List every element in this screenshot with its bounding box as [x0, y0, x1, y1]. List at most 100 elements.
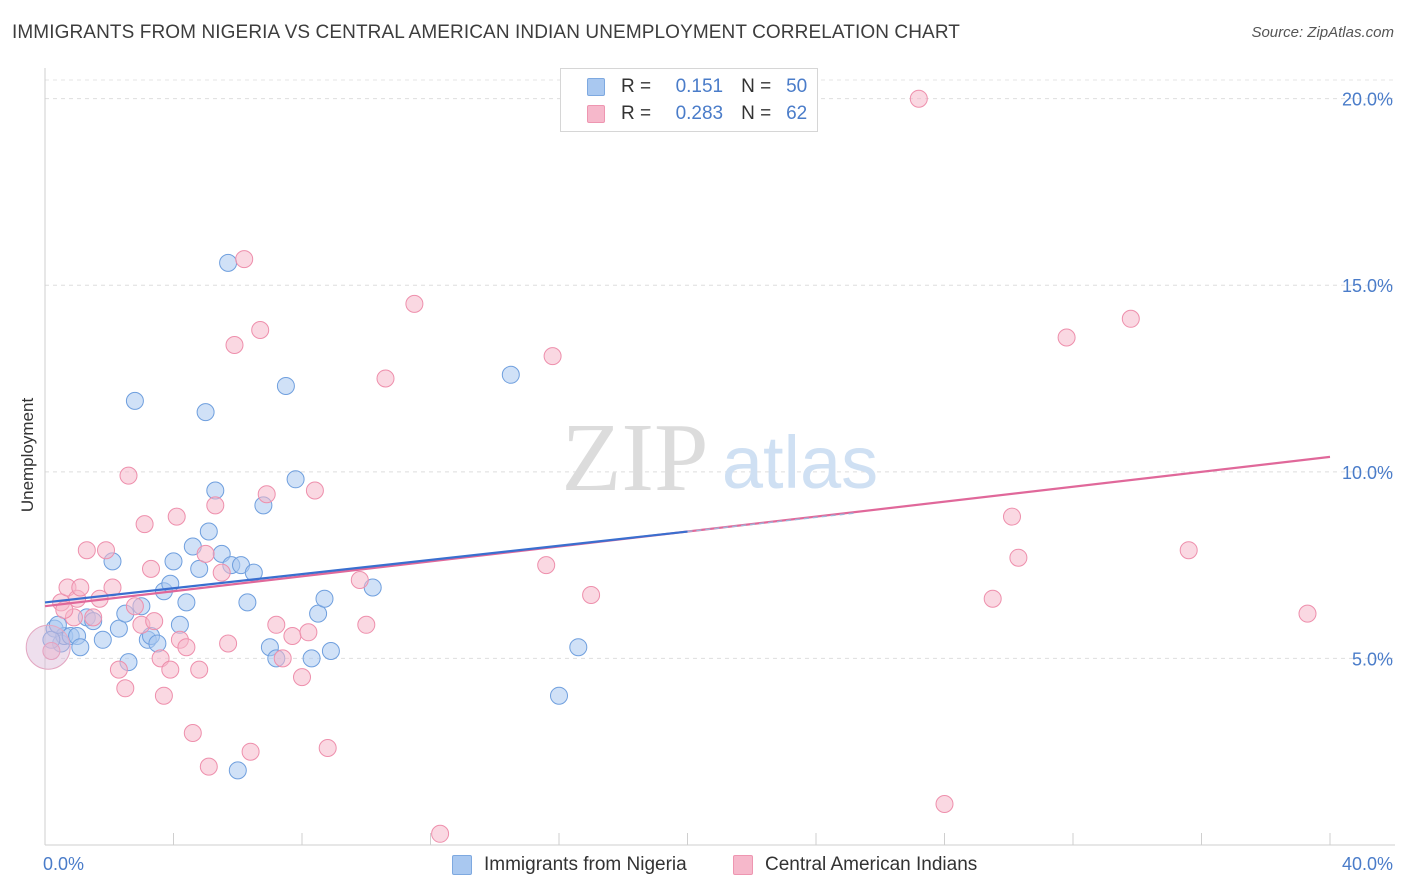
- central-american-point: [537, 556, 556, 575]
- bottom-legend-nigeria: Immigrants from Nigeria: [452, 852, 687, 878]
- nigeria-point: [309, 604, 328, 623]
- central-american-point: [145, 612, 164, 631]
- legend-r-value: 0.283: [675, 103, 724, 124]
- central-american-point: [219, 634, 238, 653]
- nigeria-point: [170, 615, 189, 634]
- central-american-point: [125, 597, 144, 616]
- central-american-point: [142, 559, 160, 578]
- nigeria-trend-extension: [687, 512, 855, 533]
- watermark-atlas: atlas: [722, 421, 878, 504]
- central-american-point: [183, 724, 202, 742]
- nigeria-point: [550, 686, 568, 705]
- source-credit: Source: ZipAtlas.com: [1251, 24, 1394, 41]
- central-american-point: [206, 496, 225, 515]
- nigeria-point: [71, 638, 90, 657]
- legend-swatch-central-american: [587, 105, 605, 123]
- central-american-point: [109, 660, 128, 679]
- nigeria-point: [148, 634, 167, 653]
- trend-lines: [44, 455, 1331, 608]
- y-tick-label: 10.0%: [1342, 463, 1393, 483]
- chart-title: IMMIGRANTS FROM NIGERIA VS CENTRAL AMERI…: [12, 22, 961, 43]
- central-american-point: [161, 660, 180, 679]
- central-american-point: [241, 742, 260, 761]
- bottom-legend-swatch-nigeria: [452, 855, 472, 875]
- central-american-point: [431, 824, 450, 843]
- nigeria-point: [177, 593, 196, 612]
- central-american-point: [318, 739, 337, 757]
- central-american-point: [350, 571, 369, 589]
- central-american-point: [357, 615, 376, 634]
- nigeria-point: [276, 377, 295, 395]
- central-american-point: [405, 294, 424, 313]
- nigeria-point: [315, 589, 334, 608]
- nigeria-point: [109, 619, 128, 638]
- bottom-legend-swatch-central-american: [733, 855, 753, 875]
- central-american-point: [235, 250, 254, 269]
- nigeria-point: [228, 761, 247, 780]
- nigeria-point: [164, 552, 183, 571]
- central-american-point: [257, 485, 276, 504]
- central-american-point: [1179, 541, 1198, 560]
- nigeria-point: [321, 642, 340, 660]
- nigeria-point: [238, 593, 257, 612]
- central-american-point: [582, 586, 601, 604]
- bottom-legend-label-central-american: Central American Indians: [765, 854, 978, 875]
- cluster-point: [25, 624, 71, 670]
- central-american-point: [177, 638, 196, 657]
- x-tick-label: 40.0%: [1342, 854, 1393, 874]
- central-american-point: [1121, 309, 1140, 328]
- central-american-point: [225, 336, 244, 354]
- nigeria-point: [196, 403, 215, 422]
- central-american-point: [299, 623, 318, 642]
- central-american-point: [283, 627, 302, 645]
- nigeria-point: [501, 365, 520, 384]
- central-american-point: [273, 649, 292, 668]
- central-american-point: [190, 660, 209, 679]
- legend-n-value: 50: [786, 76, 808, 97]
- central-american-point: [119, 466, 138, 485]
- legend-swatch-nigeria: [587, 78, 605, 96]
- central-american-point: [1057, 328, 1076, 347]
- legend-r-label: R =: [621, 103, 652, 124]
- nigeria-point: [286, 470, 305, 489]
- watermark-zip: ZIP: [562, 404, 709, 512]
- central-american-point: [983, 589, 1002, 608]
- tick-labels: 5.0% 10.0% 15.0% 20.0% 0.0% 40.0%: [43, 90, 1393, 874]
- central-american-point: [212, 563, 231, 582]
- central-american-point: [84, 608, 103, 627]
- y-tick-label: 5.0%: [1352, 649, 1393, 669]
- series-points: [25, 89, 1317, 843]
- central-american-point: [116, 679, 135, 698]
- nigeria-point: [93, 630, 112, 649]
- legend-row-central-american: R = 0.283 N = 62: [587, 102, 807, 126]
- central-american-point: [1009, 548, 1028, 567]
- central-american-point: [167, 507, 186, 526]
- central-american-point: [543, 347, 562, 366]
- central-american-point: [71, 578, 90, 597]
- bottom-legend-label-nigeria: Immigrants from Nigeria: [484, 854, 687, 875]
- bottom-legend-central-american: Central American Indians: [733, 852, 977, 878]
- central-american-point: [935, 795, 954, 813]
- y-tick-label: 20.0%: [1342, 90, 1393, 110]
- central-american-point: [196, 544, 215, 563]
- central-american-point: [267, 615, 286, 634]
- central-american-point: [251, 321, 270, 339]
- central-american-point: [305, 481, 324, 500]
- axes: [44, 68, 1395, 846]
- correlation-legend: R = 0.151 N = 50 R = 0.283 N = 62: [560, 68, 818, 132]
- x-tick-label: 0.0%: [43, 854, 84, 874]
- central-american-point: [293, 668, 311, 687]
- watermark: ZIP atlas: [562, 404, 879, 512]
- central-american-point: [97, 541, 115, 560]
- legend-r-label: R =: [621, 76, 652, 97]
- central-american-point: [42, 642, 61, 660]
- nigeria-point: [125, 391, 144, 410]
- nigeria-point: [569, 638, 588, 657]
- nigeria-point: [199, 522, 218, 541]
- legend-n-label: N =: [741, 103, 772, 124]
- central-american-point: [376, 369, 395, 388]
- y-tick-label: 15.0%: [1342, 276, 1393, 296]
- nigeria-point: [302, 649, 321, 668]
- legend-n-value: 62: [786, 103, 808, 124]
